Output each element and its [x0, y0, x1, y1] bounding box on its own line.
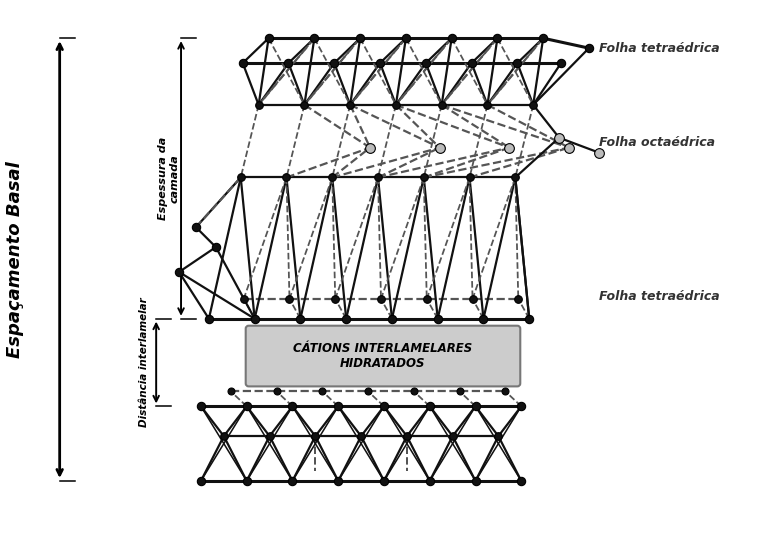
Text: Espessura da
camada: Espessura da camada — [158, 137, 180, 220]
Text: Folha octaédrica: Folha octaédrica — [599, 136, 715, 149]
Text: Distância interlamelar: Distância interlamelar — [139, 297, 149, 427]
Text: Folha tetraédrica: Folha tetraédrica — [599, 42, 719, 55]
Text: CÁTIONS INTERLAMELARES
HIDRATADOS: CÁTIONS INTERLAMELARES HIDRATADOS — [293, 342, 473, 370]
Text: Espaçamento Basal: Espaçamento Basal — [6, 161, 24, 358]
Text: Folha tetraédrica: Folha tetraédrica — [599, 291, 719, 303]
FancyBboxPatch shape — [246, 326, 521, 387]
